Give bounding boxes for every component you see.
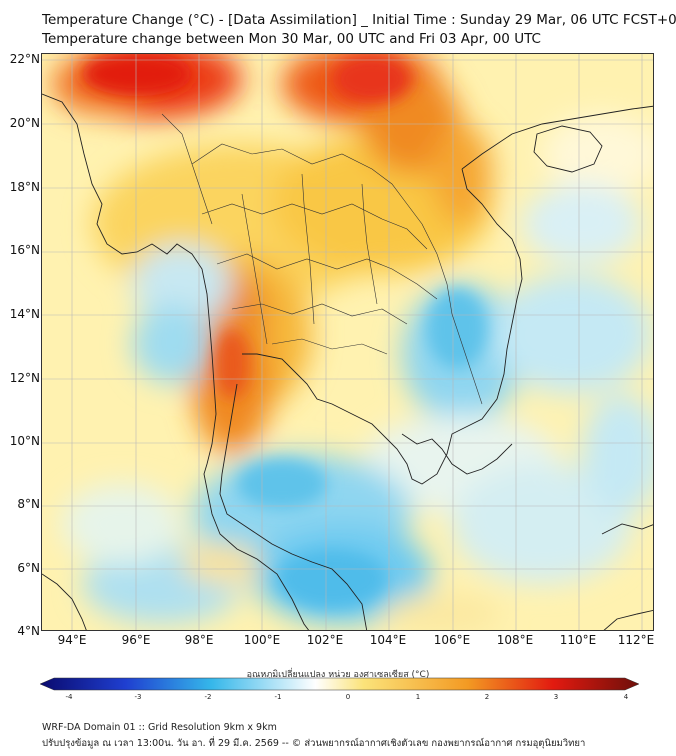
lon-tick-102: 102°E xyxy=(306,633,344,647)
cb-tick-neg2: -2 xyxy=(204,693,212,701)
colorbar xyxy=(39,677,640,691)
map-subtitle: Temperature change between Mon 30 Mar, 0… xyxy=(42,31,541,47)
lat-tick-10: 10°N xyxy=(9,434,40,448)
colorbar-bar xyxy=(39,677,640,691)
lon-tick-106: 106°E xyxy=(433,633,471,647)
map-title: Temperature Change (°C) - [Data Assimila… xyxy=(42,12,676,28)
lat-tick-8: 8°N xyxy=(17,497,40,511)
map-gridlines xyxy=(42,54,653,630)
lon-tick-112: 112°E xyxy=(617,633,655,647)
footer-credit: ปรับปรุงข้อมูล ณ เวลา 13:00น. วัน อา. ที… xyxy=(42,738,586,749)
lon-tick-98: 98°E xyxy=(184,633,214,647)
cb-tick-neg3: -3 xyxy=(134,693,142,701)
footer-domain-info: WRF-DA Domain 01 :: Grid Resolution 9km … xyxy=(42,722,277,733)
lat-tick-14: 14°N xyxy=(9,307,40,321)
lon-tick-110: 110°E xyxy=(559,633,597,647)
lat-tick-18: 18°N xyxy=(9,180,40,194)
lon-tick-104: 104°E xyxy=(369,633,407,647)
cb-tick-4: 4 xyxy=(623,693,629,701)
lon-tick-96: 96°E xyxy=(121,633,151,647)
temperature-change-map xyxy=(42,54,653,630)
cb-tick-3: 3 xyxy=(553,693,559,701)
lon-tick-108: 108°E xyxy=(496,633,534,647)
lat-tick-20: 20°N xyxy=(9,116,40,130)
lon-tick-100: 100°E xyxy=(243,633,281,647)
cb-tick-1: 1 xyxy=(415,693,421,701)
cb-tick-neg4: -4 xyxy=(65,693,73,701)
lat-tick-4: 4°N xyxy=(17,624,40,638)
cb-tick-2: 2 xyxy=(484,693,490,701)
colorbar-label: อุณหภูมิเปลี่ยนแปลง หน่วย องศาเซลเซียส (… xyxy=(246,670,430,680)
lon-tick-94: 94°E xyxy=(57,633,87,647)
lat-tick-16: 16°N xyxy=(9,243,40,257)
temperature-shading-peaks xyxy=(82,54,487,609)
admin-borders xyxy=(161,113,483,405)
lat-tick-12: 12°N xyxy=(9,371,40,385)
coastlines xyxy=(42,93,653,630)
cb-tick-0: 0 xyxy=(345,693,351,701)
lat-tick-6: 6°N xyxy=(17,561,40,575)
map-plot-area xyxy=(41,53,654,631)
lat-tick-22: 22°N xyxy=(9,52,40,66)
cb-tick-neg1: -1 xyxy=(274,693,282,701)
